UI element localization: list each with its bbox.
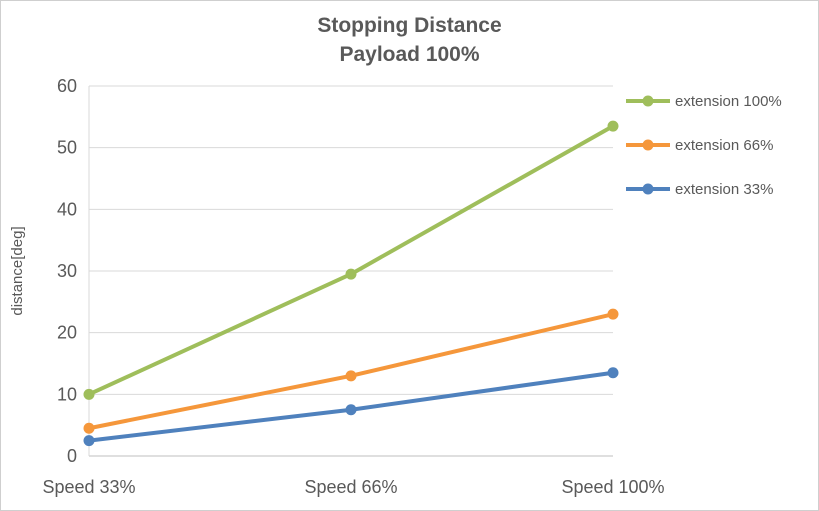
- legend: extension 100% extension 66% extension 33%: [625, 91, 815, 223]
- y-tick-label: 20: [57, 323, 77, 343]
- y-tick-label: 30: [57, 261, 77, 281]
- series-line: [87, 124, 615, 397]
- y-tick-label: 0: [67, 446, 77, 466]
- y-tick-label: 10: [57, 384, 77, 404]
- legend-item: extension 33%: [625, 179, 815, 199]
- x-category-label: Speed 66%: [304, 477, 397, 497]
- data-point-marker: [607, 367, 619, 379]
- data-point-marker: [607, 308, 619, 320]
- chart-title: Stopping Distance: [317, 14, 502, 37]
- legend-marker-icon: [626, 183, 670, 195]
- data-point-marker: [607, 120, 619, 132]
- legend-label: extension 100%: [675, 92, 782, 110]
- data-point-marker: [345, 404, 357, 416]
- chart-title-block: Stopping Distance Payload 100%: [1, 11, 818, 69]
- data-point-marker: [345, 268, 357, 280]
- y-axis-title: distance[deg]: [9, 226, 26, 316]
- data-point-marker: [83, 422, 95, 434]
- legend-item: extension 66%: [625, 135, 815, 155]
- legend-marker-icon: [626, 139, 670, 151]
- legend-item: extension 100%: [625, 91, 815, 111]
- data-point-marker: [345, 370, 357, 382]
- chart-subtitle: Payload 100%: [339, 43, 480, 66]
- legend-marker-icon: [626, 95, 670, 107]
- legend-label: extension 66%: [675, 136, 774, 154]
- y-tick-label: 60: [57, 76, 77, 96]
- data-point-marker: [83, 388, 95, 400]
- x-category-label: Speed 100%: [561, 477, 664, 497]
- y-tick-label: 40: [57, 199, 77, 219]
- y-tick-label: 50: [57, 138, 77, 158]
- legend-label: extension 33%: [675, 180, 774, 198]
- data-point-marker: [83, 435, 95, 447]
- x-category-label: Speed 33%: [42, 477, 135, 497]
